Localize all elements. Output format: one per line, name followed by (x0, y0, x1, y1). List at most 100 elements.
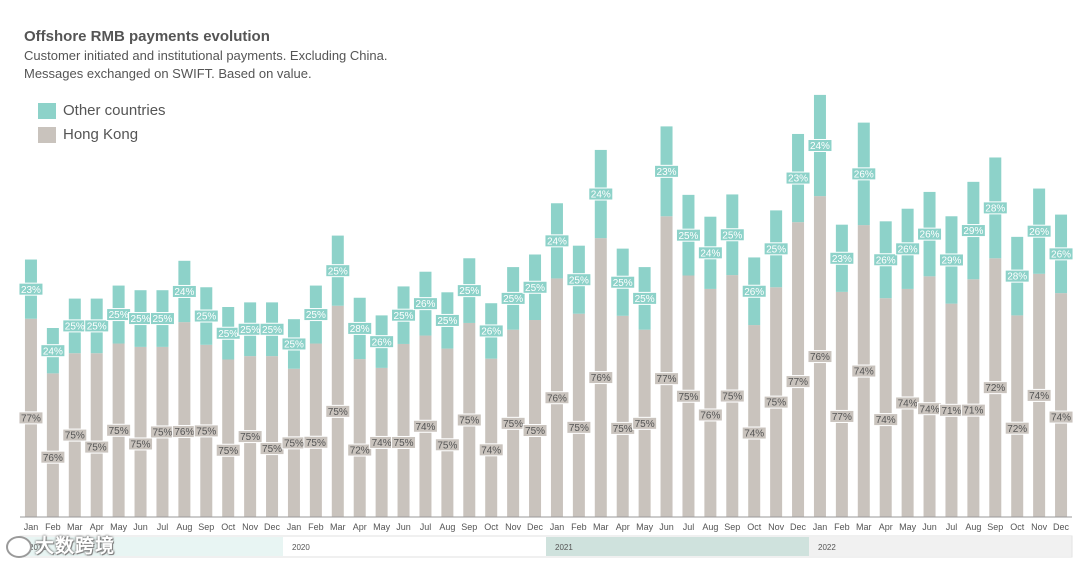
watermark-text: 大数跨境 (35, 536, 116, 557)
x-tick-label-18: Jul (420, 522, 432, 532)
data-label-other-countries-43: 29% (963, 226, 983, 237)
x-tick-label-26: Mar (593, 522, 609, 532)
bar-hong-kong-21 (485, 358, 498, 517)
x-tick-label-24: Jan (550, 522, 565, 532)
data-label-other-countries-46: 26% (1029, 227, 1049, 238)
data-label-other-countries-41-bg (917, 227, 943, 241)
data-label-hong-kong-47-bg (1048, 410, 1074, 424)
data-label-other-countries-14-bg (325, 264, 351, 278)
data-label-other-countries-20: 25% (459, 286, 479, 297)
x-tick-label-7: Aug (176, 522, 192, 532)
x-tick-label-15: Apr (353, 522, 367, 532)
data-label-hong-kong-43-bg (960, 403, 986, 417)
data-label-hong-kong-7: 76% (174, 427, 194, 438)
x-tick-label-42: Jul (946, 522, 958, 532)
data-label-hong-kong-22: 75% (503, 419, 523, 430)
data-label-other-countries-27-bg (610, 275, 636, 289)
chart-title: Offshore RMB payments evolution (24, 28, 270, 45)
data-label-hong-kong-19: 75% (437, 440, 457, 451)
data-label-other-countries-33: 26% (744, 287, 764, 298)
data-label-other-countries-18-bg (412, 297, 438, 311)
x-tick-label-17: Jun (396, 522, 411, 532)
year-label-2022: 2022 (818, 543, 836, 552)
data-label-other-countries-45: 28% (1007, 272, 1027, 283)
data-label-hong-kong-23-bg (522, 424, 548, 438)
x-tick-label-34: Nov (768, 522, 785, 532)
x-tick-label-28: May (636, 522, 654, 532)
data-label-other-countries-12: 25% (284, 340, 304, 351)
x-tick-label-8: Sep (198, 522, 214, 532)
x-tick-label-14: Mar (330, 522, 346, 532)
data-label-other-countries-17: 25% (394, 311, 414, 322)
legend-swatch-other-countries (38, 102, 56, 119)
bar-hong-kong-41 (923, 276, 936, 517)
year-label-2019: 2019 (29, 543, 47, 552)
chart-subtitle-line-2: Messages exchanged on SWIFT. Based on va… (24, 66, 312, 81)
data-label-hong-kong-42: 71% (941, 406, 961, 417)
data-label-hong-kong-39: 74% (876, 415, 896, 426)
data-label-other-countries-36-bg (807, 139, 833, 153)
data-label-other-countries-39-bg (873, 253, 899, 267)
data-label-hong-kong-32-bg (719, 389, 745, 403)
bar-hong-kong-23 (529, 320, 542, 517)
data-label-hong-kong-46: 74% (1029, 391, 1049, 402)
bar-hong-kong-27 (616, 315, 629, 517)
bar-hong-kong-39 (879, 298, 892, 517)
bar-hong-kong-17 (397, 343, 410, 517)
data-label-other-countries-34-bg (763, 242, 789, 256)
data-label-other-countries-26: 24% (591, 190, 611, 201)
data-label-other-countries-30: 25% (678, 231, 698, 242)
data-label-hong-kong-47: 74% (1051, 413, 1071, 424)
year-band-2022 (809, 537, 1072, 556)
x-tick-label-5: Jun (133, 522, 148, 532)
bar-hong-kong-47 (1055, 293, 1068, 517)
data-label-other-countries-22-bg (500, 291, 526, 305)
year-band-2021 (546, 537, 809, 556)
x-tick-label-29: Jun (659, 522, 674, 532)
bar-hong-kong-7 (178, 322, 191, 517)
data-label-hong-kong-12: 75% (284, 438, 304, 449)
data-label-other-countries-33-bg (741, 284, 767, 298)
watermark: 大数跨境 (6, 531, 115, 558)
data-label-other-countries-28: 25% (635, 294, 655, 305)
data-label-other-countries-14: 25% (328, 266, 348, 277)
data-label-other-countries-40: 26% (898, 244, 918, 255)
watermark-logo-icon (6, 535, 32, 558)
data-label-hong-kong-33-bg (741, 426, 767, 440)
data-label-hong-kong-43: 71% (963, 406, 983, 417)
data-label-other-countries-20-bg (456, 284, 482, 298)
x-tick-label-36: Jan (813, 522, 828, 532)
data-label-hong-kong-19-bg (434, 438, 460, 452)
data-label-hong-kong-23: 75% (525, 426, 545, 437)
data-label-hong-kong-14-bg (325, 404, 351, 418)
data-label-other-countries-47: 26% (1051, 249, 1071, 260)
data-label-other-countries-7: 24% (174, 287, 194, 298)
data-label-hong-kong-1-bg (40, 450, 66, 464)
data-label-other-countries-32-bg (719, 228, 745, 242)
data-label-other-countries-38: 26% (854, 169, 874, 180)
x-tick-label-46: Nov (1031, 522, 1048, 532)
data-label-hong-kong-39-bg (873, 413, 899, 427)
x-tick-label-10: Nov (242, 522, 259, 532)
data-label-hong-kong-45-bg (1004, 421, 1030, 435)
x-tick-label-2: Mar (67, 522, 83, 532)
x-tick-label-4: May (110, 522, 128, 532)
year-band-2019 (20, 537, 283, 556)
data-label-hong-kong-35: 77% (788, 377, 808, 388)
data-label-hong-kong-33: 74% (744, 429, 764, 440)
data-label-other-countries-16-bg (369, 335, 395, 349)
data-label-hong-kong-36-bg (807, 350, 833, 364)
data-label-other-countries-3: 25% (87, 322, 107, 333)
data-label-other-countries-21: 26% (481, 327, 501, 338)
data-label-other-countries-1: 24% (43, 346, 63, 357)
x-tick-label-38: Mar (856, 522, 872, 532)
data-label-other-countries-19: 25% (437, 316, 457, 327)
data-label-hong-kong-0-bg (18, 411, 44, 425)
data-label-other-countries-1-bg (40, 344, 66, 358)
data-label-other-countries-17-bg (391, 308, 417, 322)
bar-hong-kong-37 (835, 291, 848, 517)
bar-hong-kong-13 (309, 343, 322, 517)
x-tick-label-6: Jul (157, 522, 169, 532)
data-label-other-countries-28-bg (632, 291, 658, 305)
data-label-hong-kong-30-bg (675, 389, 701, 403)
